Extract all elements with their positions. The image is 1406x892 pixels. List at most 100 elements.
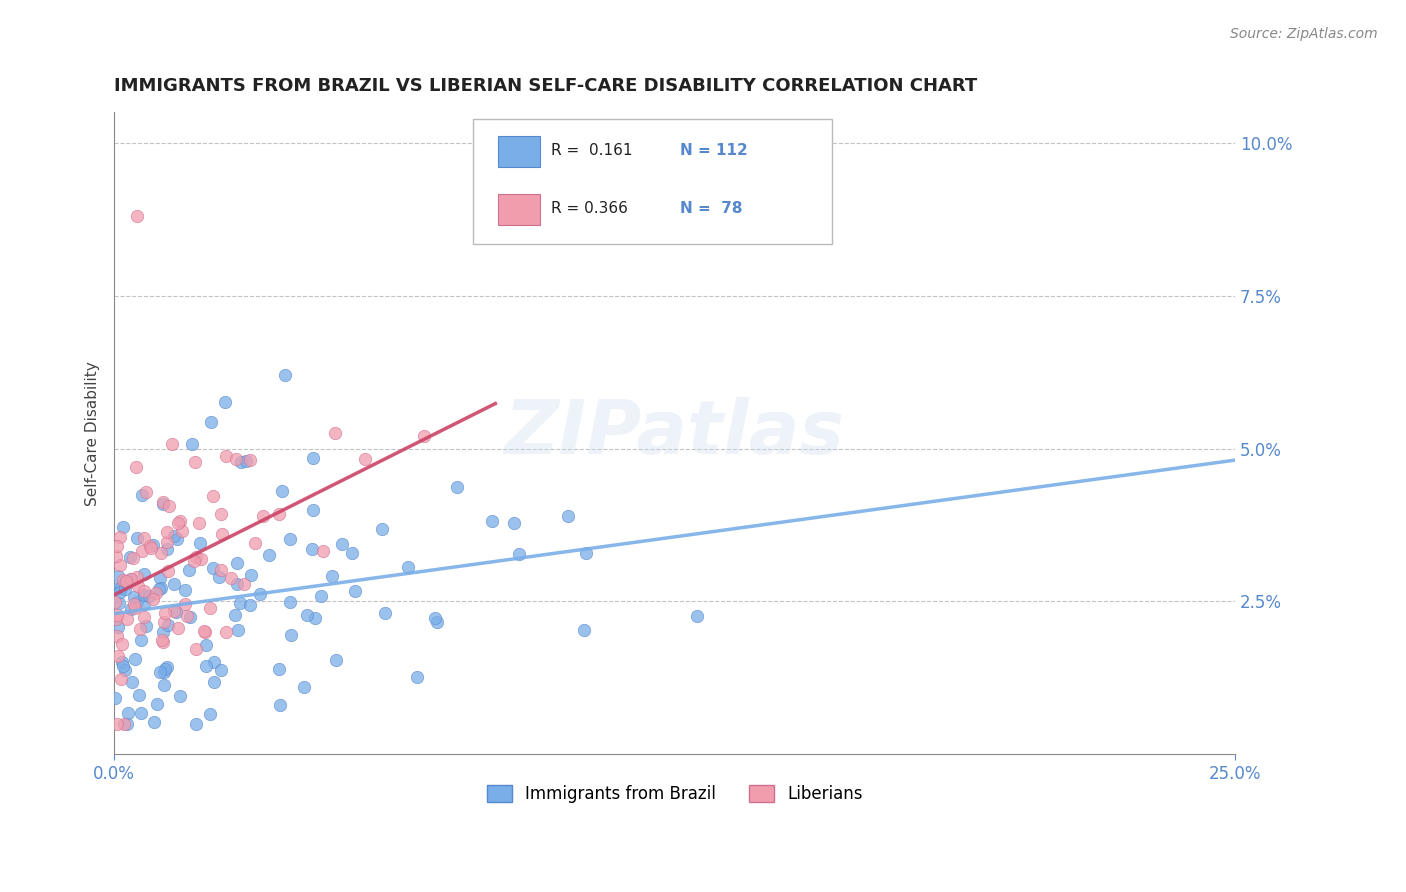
Point (194, 659, 217, 673)
Point (239, 452, 262, 467)
Point (153, 678, 176, 692)
Point (343, 584, 366, 599)
Point (121, 675, 143, 690)
Point (125, 459, 148, 474)
Point (165, 605, 187, 619)
Point (239, 568, 262, 582)
Point (200, 416, 222, 430)
Point (259, 549, 281, 563)
Point (152, 635, 174, 649)
Point (225, 451, 247, 466)
Text: R = 0.366: R = 0.366 (551, 201, 628, 216)
Point (231, 455, 253, 469)
Point (446, 480, 468, 494)
Point (125, 570, 148, 584)
Point (110, 582, 132, 596)
Point (686, 608, 709, 623)
Point (202, 490, 225, 504)
Point (481, 514, 503, 528)
Point (179, 609, 201, 624)
Point (219, 571, 242, 585)
Point (166, 516, 188, 530)
Point (245, 536, 267, 550)
Point (142, 591, 165, 606)
Point (114, 582, 136, 596)
Point (202, 674, 225, 689)
Point (225, 577, 247, 591)
Point (163, 528, 186, 542)
Point (172, 524, 194, 539)
Point (134, 532, 156, 546)
Point (111, 658, 134, 673)
Point (129, 622, 152, 636)
Point (111, 637, 134, 651)
Point (153, 606, 176, 620)
Point (503, 516, 526, 531)
Point (179, 563, 201, 577)
Point (235, 454, 257, 468)
Point (152, 494, 174, 508)
Point (269, 698, 291, 712)
Point (340, 546, 363, 560)
Point (278, 532, 301, 546)
Point (105, 582, 128, 596)
Point (111, 655, 134, 669)
Point (120, 601, 142, 615)
Point (145, 585, 167, 599)
Point (148, 582, 170, 596)
Point (146, 698, 169, 712)
Point (135, 618, 157, 632)
Point (150, 633, 173, 648)
Point (169, 690, 191, 704)
Point (128, 688, 150, 702)
Point (149, 571, 172, 585)
Point (280, 628, 302, 642)
Point (105, 716, 128, 731)
Point (114, 574, 136, 589)
Point (183, 455, 205, 469)
Text: R =  0.161: R = 0.161 (551, 144, 633, 158)
Point (193, 624, 215, 638)
Point (574, 546, 596, 560)
Point (153, 615, 176, 629)
Point (233, 577, 256, 591)
Point (112, 716, 135, 731)
Point (108, 530, 131, 544)
Point (156, 534, 179, 549)
Point (104, 595, 127, 609)
Point (115, 612, 138, 626)
Point (187, 516, 209, 531)
Point (278, 595, 301, 609)
Point (190, 552, 212, 566)
Point (413, 429, 436, 443)
Point (229, 596, 252, 610)
Point (198, 707, 221, 722)
Point (195, 638, 218, 652)
Point (295, 607, 318, 622)
Point (120, 573, 142, 587)
Point (167, 621, 190, 635)
Point (271, 483, 294, 498)
Point (105, 539, 128, 553)
Point (110, 584, 132, 599)
Point (374, 606, 396, 620)
Point (301, 541, 323, 556)
Text: Source: ZipAtlas.com: Source: ZipAtlas.com (1230, 27, 1378, 41)
FancyBboxPatch shape (472, 119, 831, 244)
Point (156, 564, 179, 578)
Point (112, 574, 135, 588)
Bar (498, 194, 540, 225)
Point (201, 561, 224, 575)
Point (304, 611, 326, 625)
Point (163, 604, 186, 618)
Point (157, 499, 180, 513)
Point (557, 508, 579, 523)
Point (209, 564, 232, 578)
Point (124, 590, 146, 604)
Point (108, 596, 131, 610)
Point (194, 625, 217, 640)
Y-axis label: Self-Care Disability: Self-Care Disability (86, 361, 100, 506)
Point (269, 662, 291, 676)
Point (105, 629, 128, 643)
Point (267, 507, 290, 521)
